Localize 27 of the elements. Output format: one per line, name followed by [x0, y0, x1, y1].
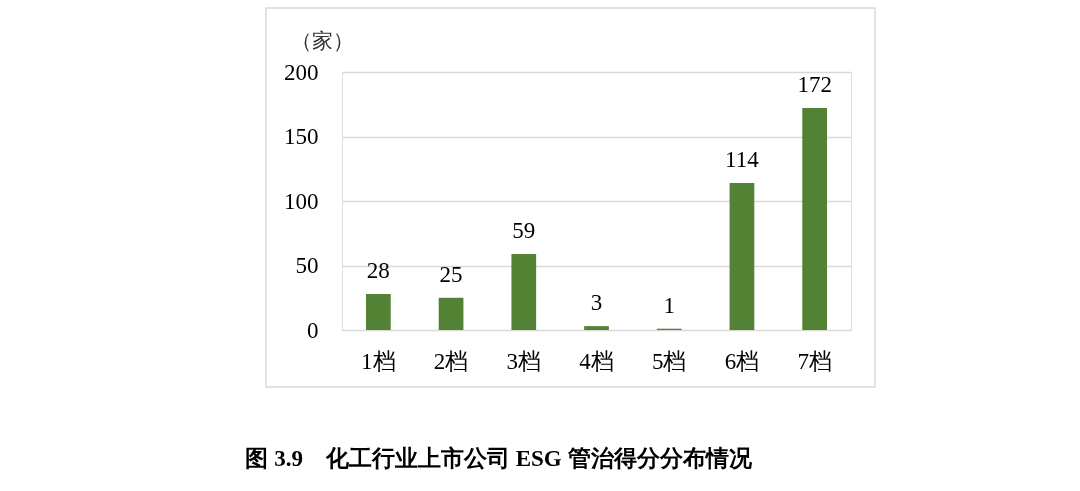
y-tick-label: 150 [284, 124, 319, 149]
y-tick-label: 200 [284, 59, 319, 85]
data-label: 59 [512, 217, 536, 243]
x-tick-label: 3档 [506, 348, 542, 374]
x-tick-label: 2档 [433, 348, 469, 374]
x-tick-label: 7档 [797, 348, 832, 374]
y-tick-label: 50 [295, 253, 319, 278]
data-label: 3 [590, 290, 603, 316]
data-label: 25 [439, 261, 463, 287]
bar [584, 326, 609, 330]
x-tick-label: 4档 [579, 348, 614, 374]
bar [802, 108, 827, 330]
text: 图 3.9 化工行业上市公司 ESG 管治得分分布情况 [245, 444, 753, 471]
bar [729, 182, 755, 330]
y-axis-title: （家） [290, 28, 354, 53]
y-tick-label: 0 [307, 317, 319, 343]
data-label: 114 [725, 146, 760, 172]
bar [511, 253, 537, 330]
x-tick-label: 6档 [724, 348, 760, 374]
data-label: 28 [366, 257, 390, 283]
data-label: 172 [797, 72, 832, 98]
data-label: 1 [663, 292, 675, 318]
bar [366, 293, 391, 330]
x-tick-label: 5档 [651, 348, 687, 374]
x-tick-label: 1档 [361, 348, 396, 374]
y-tick-label: 100 [284, 188, 319, 214]
bar [438, 297, 464, 330]
